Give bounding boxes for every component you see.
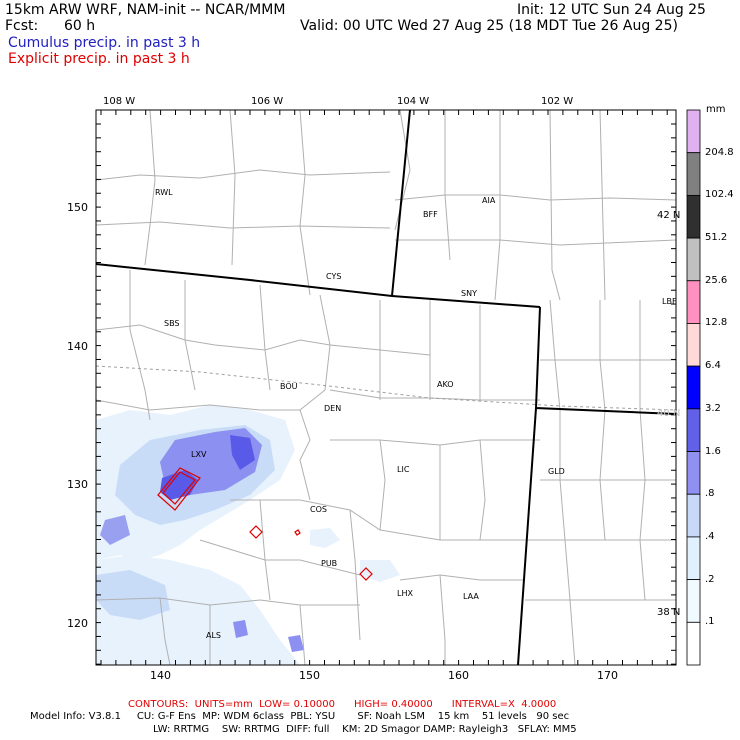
colorbar-swatch xyxy=(686,194,701,239)
y-tick-label: 150 xyxy=(67,201,88,214)
colorbar-swatch xyxy=(686,408,701,452)
colorbar-label: 102.4 xyxy=(705,189,734,201)
parallel-40n xyxy=(96,365,676,411)
station-label: RWL xyxy=(155,188,173,197)
colorbar-swatch xyxy=(686,536,701,581)
station-label: LHX xyxy=(397,589,413,598)
colorbar-label: 204.8 xyxy=(705,146,734,158)
colorbar-label: 6.4 xyxy=(705,360,721,372)
station-label: PUB xyxy=(321,559,338,568)
station-label: LXV xyxy=(191,450,207,459)
colorbar-swatch xyxy=(686,365,701,410)
station-label: AIA xyxy=(482,196,496,205)
colorbar-swatch xyxy=(686,152,701,196)
station-label: GLD xyxy=(548,467,565,476)
colorbar-unit: mm xyxy=(706,104,726,115)
colorbar-label: .4 xyxy=(705,530,715,542)
colorbar-label: 1.6 xyxy=(705,445,721,457)
lat-label: 42 N xyxy=(657,210,681,221)
colorbar-swatch xyxy=(686,451,701,495)
x-tick-label: 150 xyxy=(299,669,320,682)
forecast-hour: 60 h xyxy=(64,18,96,34)
colorbar-label: .1 xyxy=(705,616,715,628)
legend-explicit: Explicit precip. in past 3 h xyxy=(8,51,190,67)
station-label: BFF xyxy=(423,210,438,219)
colorbar-label: 51.2 xyxy=(705,232,728,244)
station-label: LAA xyxy=(463,592,479,601)
explicit-precip-contours xyxy=(157,467,373,581)
init-time: Init: 12 UTC Sun 24 Aug 25 xyxy=(517,2,706,18)
colorbar-label: 12.8 xyxy=(705,317,728,329)
lat-label: 40 N xyxy=(657,408,681,419)
station-label: BOU xyxy=(280,382,298,391)
lat-label: 38 N xyxy=(657,607,681,618)
station-label: SNY xyxy=(461,289,477,298)
x-tick-label: 160 xyxy=(448,669,469,682)
station-label: COS xyxy=(310,505,327,514)
colorbar-label: .2 xyxy=(705,573,715,585)
colorbar-label: 3.2 xyxy=(705,402,721,414)
station-label: AKO xyxy=(437,380,454,389)
colorbar-label: 25.6 xyxy=(705,274,728,286)
lon-label: 104 W xyxy=(397,96,430,107)
station-label: DEN xyxy=(324,404,342,413)
colorbar xyxy=(686,109,701,666)
colorbar-swatch xyxy=(686,621,701,666)
station-label: LIC xyxy=(397,465,410,474)
x-tick-label: 140 xyxy=(150,669,171,682)
state-borders xyxy=(96,110,676,665)
colorbar-swatch xyxy=(686,237,701,282)
model-info-line2: LW: RRTMG SW: RRTMG DIFF: full KM: 2D Sm… xyxy=(153,724,577,735)
county-lines xyxy=(96,110,676,665)
y-tick-label: 120 xyxy=(67,617,88,630)
x-tick-label: 170 xyxy=(597,669,618,682)
station-label: ALS xyxy=(206,631,222,640)
station-label: LBF xyxy=(662,297,677,306)
colorbar-swatch xyxy=(686,493,701,538)
y-tick-label: 140 xyxy=(67,340,88,353)
legend-cumulus: Cumulus precip. in past 3 h xyxy=(8,35,201,51)
lon-label: 108 W xyxy=(103,96,136,107)
model-info-line1: Model Info: V3.8.1 CU: G-F Ens MP: WDM 6… xyxy=(30,711,570,722)
station-label: CYS xyxy=(326,272,342,281)
model-title: 15km ARW WRF, NAM-init -- NCAR/MMM xyxy=(5,2,286,18)
lon-label: 106 W xyxy=(251,96,284,107)
lon-label: 102 W xyxy=(541,96,574,107)
forecast-label: Fcst: xyxy=(5,18,39,34)
colorbar-swatch xyxy=(686,280,701,324)
colorbar-swatch xyxy=(686,323,701,367)
station-label: SBS xyxy=(164,319,180,328)
contours-info: CONTOURS: UNITS=mm LOW= 0.10000 HIGH= 0.… xyxy=(128,699,557,710)
y-tick-label: 130 xyxy=(67,478,88,491)
colorbar-swatch xyxy=(686,579,701,623)
valid-time: Valid: 00 UTC Wed 27 Aug 25 (18 MDT Tue … xyxy=(300,18,678,34)
colorbar-label: .8 xyxy=(705,488,715,500)
colorbar-swatch xyxy=(686,109,701,154)
